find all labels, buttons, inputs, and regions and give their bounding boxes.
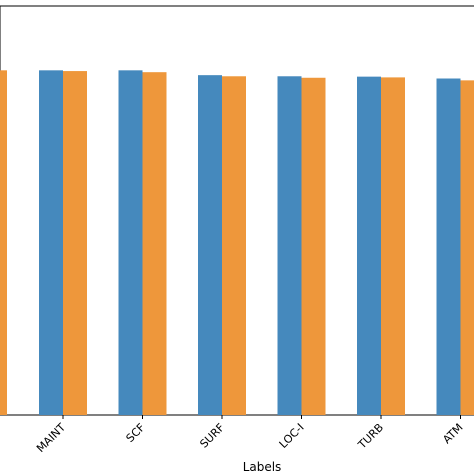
x-tick-label-surf: SURF — [197, 421, 227, 451]
bar-scf-series-1 — [118, 70, 143, 415]
x-tick-label-loc-i: LOC-I — [277, 421, 307, 451]
x-tick-label-turb: TURB — [355, 421, 386, 452]
bar-maint-series-1 — [39, 70, 63, 415]
bar-turb-series-2 — [381, 77, 405, 415]
x-ticks-group: MAINT SCF SURF LOC-I TURB ATM — [34, 415, 466, 455]
bar-surf-series-1 — [198, 75, 222, 416]
bars-group — [0, 70, 474, 416]
bar-scf-series-2 — [142, 72, 167, 415]
x-tick-label-scf: SCF — [124, 421, 148, 445]
bar-loc-i-series-1 — [277, 76, 302, 416]
x-tick-label-maint: MAINT — [34, 421, 68, 455]
bar-loc-i-series-2 — [301, 77, 326, 415]
bar-atm-series-2 — [460, 80, 474, 415]
bar-partial-leading — [0, 70, 7, 415]
bar-turb-series-1 — [357, 76, 381, 416]
bar-atm-series-1 — [436, 78, 461, 415]
bar-surf-series-2 — [222, 76, 246, 416]
x-tick-label-atm: ATM — [440, 421, 465, 446]
bar-maint-series-2 — [63, 71, 87, 416]
x-axis-label: Labels — [243, 460, 282, 474]
